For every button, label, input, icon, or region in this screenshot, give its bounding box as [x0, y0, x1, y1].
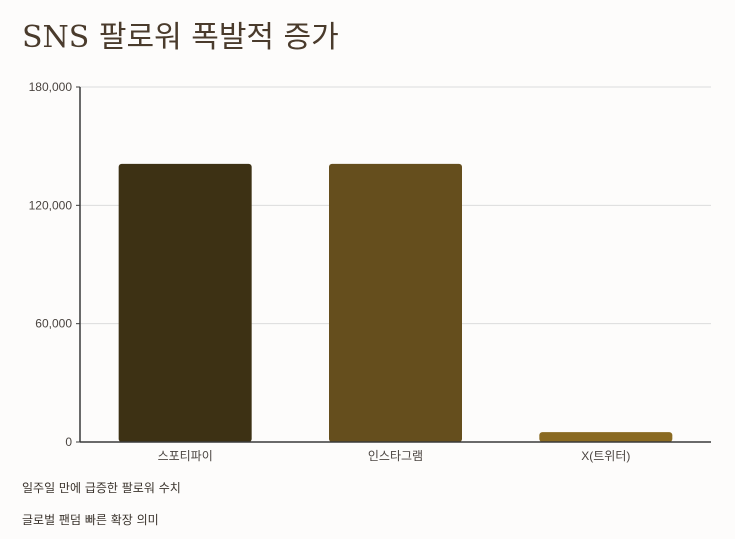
chart-title: SNS 팔로워 폭발적 증가 [22, 20, 339, 55]
y-tick-label-2: 120,000 [29, 198, 73, 212]
x-tick-label-2: X(트위터) [581, 449, 630, 463]
footnote-2: 글로벌 팬덤 빠른 확장 의미 [22, 513, 159, 527]
y-tick-label-3: 180,000 [29, 80, 73, 94]
x-tick-label-0: 스포티파이 [158, 449, 213, 463]
bar-0 [118, 163, 252, 442]
x-tick-label-1: 인스타그램 [368, 449, 423, 463]
bar-2 [539, 432, 673, 442]
bar-1 [329, 163, 462, 442]
footnote-1: 일주일 만에 급증한 팔로워 수치 [22, 481, 181, 495]
y-tick-label-0: 0 [65, 435, 72, 449]
y-tick-label-1: 60,000 [35, 317, 72, 331]
